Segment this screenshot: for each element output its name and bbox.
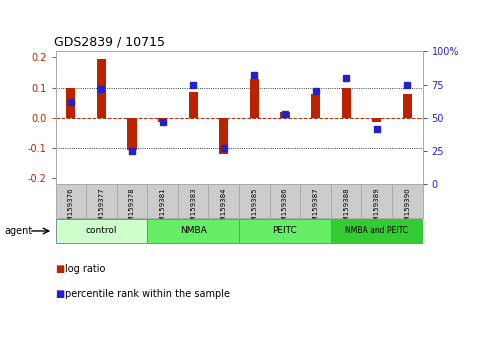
Bar [147,219,239,243]
Bar [331,184,361,218]
Text: GSM159387: GSM159387 [313,187,319,230]
Text: control: control [85,227,117,235]
Bar [300,184,331,218]
Bar [372,118,382,122]
Bar [239,219,331,243]
Bar [311,94,320,118]
Bar [239,184,270,218]
Text: agent: agent [5,226,33,236]
Text: GSM159389: GSM159389 [374,187,380,230]
Text: GSM159381: GSM159381 [159,187,166,230]
Bar [97,59,106,118]
Bar [188,92,198,118]
Bar [331,219,423,243]
Bar [392,184,423,218]
Text: NMBA and PEITC: NMBA and PEITC [345,227,408,235]
Bar [341,88,351,118]
Bar [158,118,167,122]
Text: GSM159385: GSM159385 [251,187,257,230]
Text: GSM159377: GSM159377 [99,187,104,230]
Text: GSM159388: GSM159388 [343,187,349,230]
Text: percentile rank within the sample: percentile rank within the sample [65,289,230,299]
Bar [117,184,147,218]
Text: GDS2839 / 10715: GDS2839 / 10715 [54,36,165,49]
Bar [66,88,75,118]
Bar [270,184,300,218]
Text: ■: ■ [56,264,65,274]
Bar [128,118,137,150]
Text: GSM159378: GSM159378 [129,187,135,230]
Text: ■: ■ [56,289,65,299]
Bar [178,184,209,218]
Bar [86,184,117,218]
Text: GSM159376: GSM159376 [68,187,74,230]
Text: GSM159390: GSM159390 [404,187,411,230]
Bar [56,219,147,243]
Text: NMBA: NMBA [180,227,207,235]
Text: GSM159383: GSM159383 [190,187,196,230]
Text: PEITC: PEITC [272,227,298,235]
Bar [403,94,412,118]
Bar [280,112,290,118]
Bar [361,184,392,218]
Text: GSM159384: GSM159384 [221,187,227,230]
Bar [250,79,259,118]
Text: GSM159386: GSM159386 [282,187,288,230]
Text: log ratio: log ratio [65,264,106,274]
Bar [56,184,86,218]
Bar [219,118,228,154]
Bar [209,184,239,218]
Bar [147,184,178,218]
